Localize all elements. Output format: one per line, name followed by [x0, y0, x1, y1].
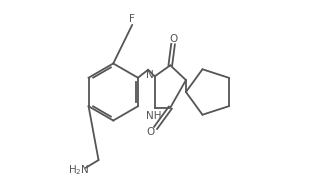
Text: NH: NH — [146, 111, 162, 121]
Text: O: O — [170, 34, 178, 44]
Text: F: F — [129, 14, 135, 24]
Text: H$_2$N: H$_2$N — [68, 163, 89, 177]
Text: O: O — [147, 127, 155, 137]
Text: N: N — [146, 70, 153, 79]
